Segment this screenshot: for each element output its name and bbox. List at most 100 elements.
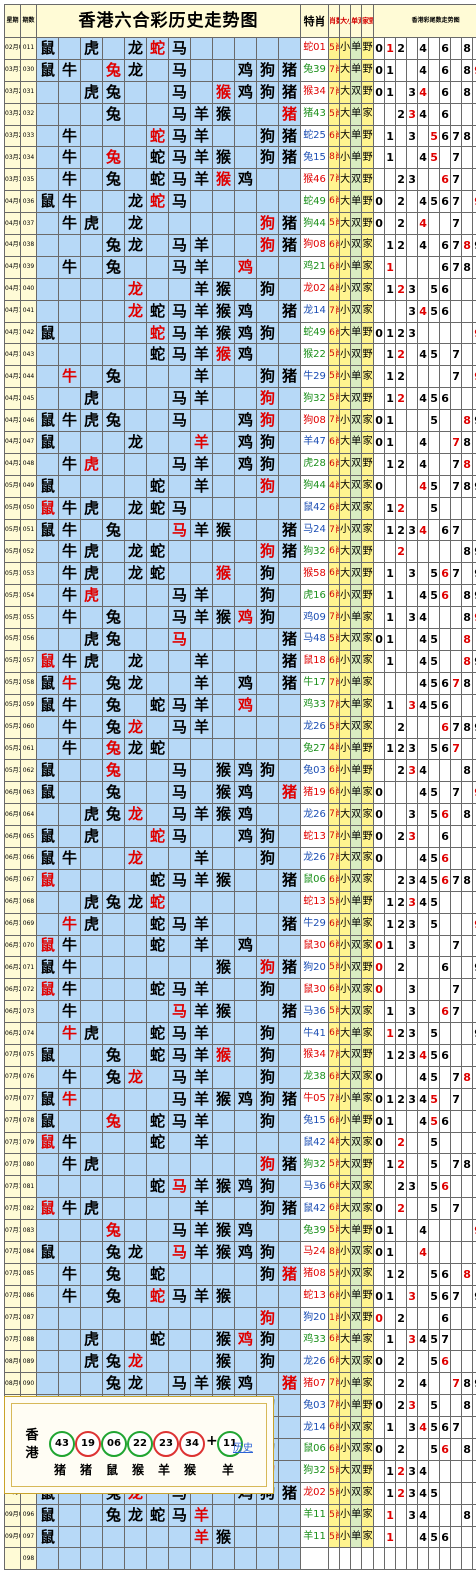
- zodiac-cell: 狗: [257, 1154, 279, 1176]
- zodiac-cell: [125, 957, 147, 979]
- tail-cell: [462, 1001, 473, 1023]
- tail-cell: [462, 1110, 473, 1132]
- zodiac-cell: [37, 147, 59, 169]
- zodiac-cell: [125, 519, 147, 541]
- zodiac-cell: [213, 235, 235, 257]
- tail-cell: 8: [462, 716, 473, 738]
- tail-cell: 0: [374, 1439, 385, 1461]
- zodiac-cell: 鼠: [37, 38, 59, 60]
- zodiac-cell: [191, 1154, 213, 1176]
- zodiac-cell: [59, 1044, 81, 1066]
- special-cell: 猴22: [301, 344, 329, 366]
- big-small-cell: 大: [340, 1066, 351, 1088]
- zodiac-cell: [279, 891, 301, 913]
- zodiac-cell: 蛇: [147, 913, 169, 935]
- period-cell: 065: [21, 826, 37, 848]
- period-cell: 053: [21, 563, 37, 585]
- count-cell: 1肖: [329, 1307, 340, 1329]
- big-small-cell: 大: [340, 1001, 351, 1023]
- tail-cell: [407, 1439, 418, 1461]
- date-cell: 04月12周六: [5, 300, 21, 322]
- tail-cell: 2: [396, 322, 407, 344]
- zodiac-cell: [257, 672, 279, 694]
- tail-cell: 6: [440, 103, 451, 125]
- big-small-cell: 小: [340, 235, 351, 257]
- table-row: 06月17周二069牛虎蛇马羊猪牛296肖小单家12359: [5, 913, 476, 935]
- tail-cell: 5: [429, 694, 440, 716]
- tail-cell: 7: [451, 256, 462, 278]
- tail-cell: [407, 957, 418, 979]
- zodiac-cell: [213, 453, 235, 475]
- tail-cell: 3: [407, 869, 418, 891]
- odd-even-cell: 单: [351, 738, 362, 760]
- zodiac-cell: 狗: [257, 847, 279, 869]
- big-small-cell: 小: [340, 826, 351, 848]
- period-cell: 075: [21, 1044, 37, 1066]
- domestic-wild-cell: 家: [362, 1241, 374, 1263]
- odd-even-cell: 双: [351, 519, 362, 541]
- tail-cell: 8: [462, 650, 473, 672]
- zodiac-cell: 牛: [59, 738, 81, 760]
- zodiac-cell: 羊: [191, 1220, 213, 1242]
- special-cell: 猪08: [301, 1263, 329, 1285]
- zodiac-cell: 猴: [213, 760, 235, 782]
- tail-cell: 8: [462, 804, 473, 826]
- tail-cell: 7: [451, 672, 462, 694]
- tail-cell: 6: [440, 826, 451, 848]
- tail-cell: [440, 1132, 451, 1154]
- tail-cell: 8: [462, 235, 473, 257]
- tail-cell: 7: [451, 1417, 462, 1439]
- zodiac-cell: [81, 103, 103, 125]
- date-cell: 06月12周四: [5, 869, 21, 891]
- zodiac-cell: 鼠: [37, 1241, 59, 1263]
- zodiac-cell: 蛇: [147, 1044, 169, 1066]
- tail-cell: [407, 1220, 418, 1242]
- zodiac-cell: [81, 125, 103, 147]
- tail-cell: [385, 1066, 396, 1088]
- odd-even-cell: 双: [351, 563, 362, 585]
- zodiac-cell: [147, 81, 169, 103]
- tail-cell: [396, 256, 407, 278]
- tail-cell: 3: [407, 1001, 418, 1023]
- tail-cell: 5: [429, 125, 440, 147]
- zodiac-cell: [59, 1110, 81, 1132]
- table-row: 05月03周六050鼠牛虎龙蛇马鼠426肖大双家125: [5, 497, 476, 519]
- special-cell: 狗32: [301, 541, 329, 563]
- zodiac-cell: [235, 1023, 257, 1045]
- zodiac-cell: 马: [169, 782, 191, 804]
- tail-cell: 3: [407, 891, 418, 913]
- zodiac-cell: [235, 519, 257, 541]
- tail-cell: 3: [407, 1329, 418, 1351]
- tail-cell: 5: [429, 1132, 440, 1154]
- zodiac-cell: [147, 804, 169, 826]
- zodiac-cell: 马: [169, 1285, 191, 1307]
- table-row: 07月19周六083兔马羊猴鸡兔395肖大单野0149: [5, 1220, 476, 1242]
- tail-cell: [407, 847, 418, 869]
- tail-cell: [440, 1241, 451, 1263]
- tail-cell: 1: [385, 629, 396, 651]
- zodiac-cell: [257, 1548, 279, 1570]
- tail-cell: [418, 322, 429, 344]
- history-link[interactable]: 历史: [233, 1439, 253, 1454]
- zodiac-cell: 虎: [81, 629, 103, 651]
- tail-cell: 5: [429, 585, 440, 607]
- tail-cell: 0: [374, 410, 385, 432]
- zodiac-cell: [169, 1154, 191, 1176]
- zodiac-cell: 兔: [103, 59, 125, 81]
- tail-cell: 2: [396, 366, 407, 388]
- zodiac-cell: 虎: [81, 81, 103, 103]
- tail-cell: 5: [429, 738, 440, 760]
- zodiac-cell: 猴: [213, 103, 235, 125]
- tail-cell: 8: [462, 607, 473, 629]
- big-small-cell: 大: [340, 1329, 351, 1351]
- zodiac-cell: [257, 869, 279, 891]
- zodiac-cell: [103, 432, 125, 454]
- zodiac-cell: 猴: [213, 1351, 235, 1373]
- tail-cell: [429, 235, 440, 257]
- special-cell: 牛29: [301, 913, 329, 935]
- tail-cell: 5: [429, 804, 440, 826]
- zodiac-cell: [81, 322, 103, 344]
- zodiac-cell: [279, 1044, 301, 1066]
- special-cell: 鸡33: [301, 694, 329, 716]
- odd-even-cell: 双: [351, 300, 362, 322]
